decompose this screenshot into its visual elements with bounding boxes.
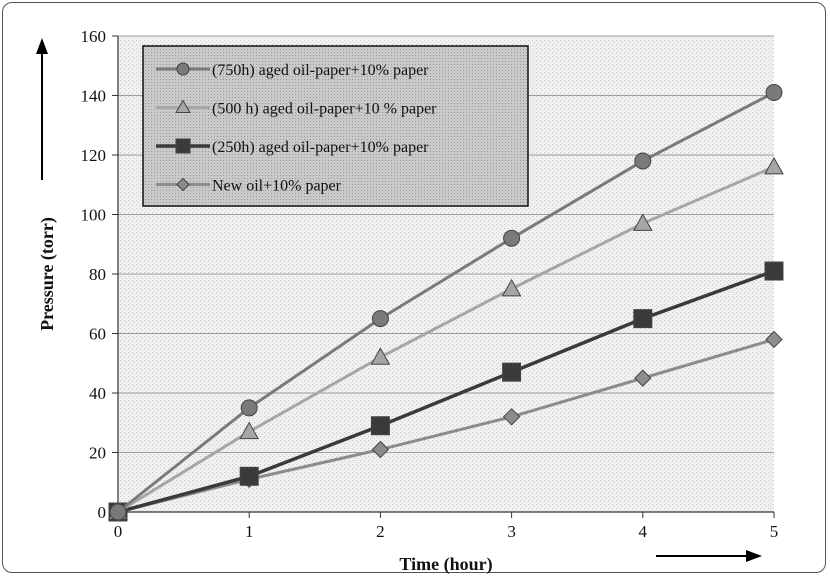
data-point-square bbox=[370, 416, 390, 436]
y-tick-label: 40 bbox=[89, 384, 106, 403]
data-point-triangle bbox=[175, 99, 191, 113]
legend-box bbox=[142, 45, 529, 207]
legend-label: New oil+10% paper bbox=[212, 178, 342, 195]
data-point-triangle bbox=[764, 156, 784, 175]
x-tick-label: 3 bbox=[507, 522, 516, 541]
y-tick-label: 140 bbox=[81, 87, 107, 106]
series-group bbox=[109, 84, 783, 521]
data-point-circle bbox=[765, 84, 783, 102]
data-point-circle bbox=[176, 62, 190, 76]
legend-label: (500 h) aged oil-paper+10 % paper bbox=[212, 101, 437, 118]
data-point-diamond bbox=[176, 177, 190, 192]
series-line bbox=[117, 269, 775, 514]
series-line bbox=[117, 165, 775, 514]
x-axis-title: Time (hour) bbox=[399, 554, 492, 575]
data-point-diamond bbox=[634, 369, 652, 387]
x-tick-labels: 0 1 2 3 4 5 bbox=[114, 522, 779, 541]
data-point-circle bbox=[634, 152, 652, 170]
x-tick-label: 4 bbox=[639, 522, 648, 541]
data-point-triangle bbox=[239, 421, 260, 440]
x-tick-label: 2 bbox=[376, 522, 385, 541]
series-line bbox=[117, 91, 775, 514]
data-point-diamond bbox=[371, 440, 390, 459]
y-tick-label: 80 bbox=[89, 265, 106, 284]
data-point-circle bbox=[503, 229, 521, 247]
data-point-square bbox=[239, 466, 259, 486]
data-point-circle bbox=[371, 310, 389, 328]
data-point-circle bbox=[240, 399, 258, 417]
data-point-triangle bbox=[632, 213, 653, 231]
data-point-square bbox=[175, 138, 191, 154]
y-tick-label: 100 bbox=[81, 206, 107, 225]
data-point-square bbox=[502, 362, 522, 382]
x-tick-label: 0 bbox=[114, 522, 123, 541]
y-direction-arrow bbox=[36, 38, 48, 180]
data-point-circle bbox=[109, 503, 127, 521]
data-point-triangle bbox=[370, 347, 391, 365]
y-tick-labels: 0 20 40 60 80 100 120 140 160 bbox=[81, 27, 107, 522]
x-tick-label: 5 bbox=[770, 522, 779, 541]
legend: (750h) aged oil-paper+10% paper (500 h) a… bbox=[142, 45, 529, 207]
y-tick-label: 120 bbox=[81, 146, 107, 165]
y-tick-label: 160 bbox=[81, 27, 107, 46]
y-tick-label: 0 bbox=[98, 503, 107, 522]
y-tick-label: 20 bbox=[89, 444, 106, 463]
series-line bbox=[117, 338, 775, 514]
x-tick-label: 1 bbox=[245, 522, 254, 541]
data-series bbox=[108, 84, 784, 522]
data-point-diamond bbox=[502, 408, 521, 426]
data-point-triangle bbox=[501, 278, 522, 297]
y-axis-title: Pressure (torr) bbox=[37, 217, 58, 331]
legend-label: (750h) aged oil-paper+10% paper bbox=[212, 62, 429, 79]
legend-label: (250h) aged oil-paper+10% paper bbox=[212, 139, 429, 156]
y-tick-label: 60 bbox=[89, 325, 106, 344]
data-point-square bbox=[764, 261, 784, 281]
x-direction-arrow bbox=[656, 550, 762, 562]
data-point-diamond bbox=[765, 330, 783, 349]
data-point-square bbox=[633, 309, 653, 329]
